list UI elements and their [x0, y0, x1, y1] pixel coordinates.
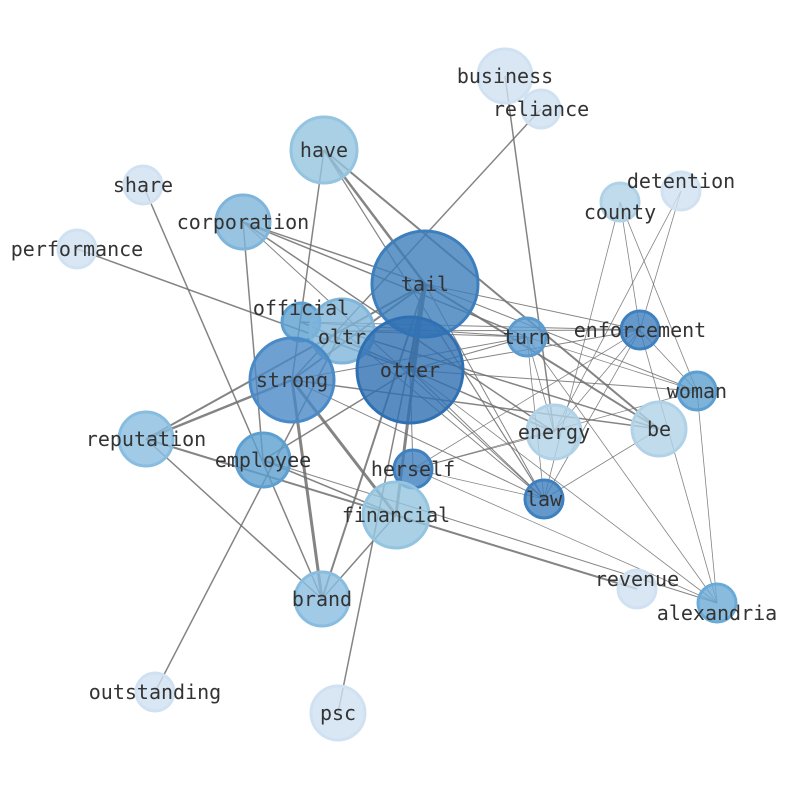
edge-county-woman — [619, 201, 698, 392]
node-energy[interactable] — [525, 403, 583, 461]
node-brand[interactable] — [293, 570, 351, 628]
edge-business-energy — [504, 75, 555, 433]
node-county[interactable] — [599, 181, 641, 223]
node-financial[interactable] — [361, 480, 431, 550]
node-psc[interactable] — [309, 684, 367, 742]
node-label-business: business — [457, 64, 553, 88]
edge-woman-alexandria — [696, 390, 718, 604]
edge-have-be — [323, 149, 660, 430]
node-have[interactable] — [289, 115, 359, 185]
node-label-performance: performance — [11, 237, 143, 261]
node-reputation[interactable] — [117, 410, 175, 468]
node-label-law: law — [526, 487, 563, 511]
node-label-financial: financial — [342, 503, 450, 527]
node-label-reputation: reputation — [86, 427, 206, 451]
edge-detention-energy — [553, 190, 682, 433]
node-label-share: share — [113, 173, 173, 197]
node-label-enforcement: enforcement — [574, 318, 706, 342]
node-label-energy: energy — [518, 420, 590, 444]
node-otter[interactable] — [355, 315, 465, 425]
edge-enforcement-alexandria — [639, 329, 718, 604]
node-label-county: county — [584, 200, 656, 224]
node-business[interactable] — [476, 47, 534, 105]
node-label-corporation: corporation — [177, 210, 309, 234]
node-label-turn: turn — [503, 325, 551, 349]
edge-herself-alexandria — [412, 468, 718, 604]
node-label-detention: detention — [627, 169, 735, 193]
node-label-herself: herself — [371, 457, 455, 481]
nodes-layer — [56, 47, 738, 742]
node-revenue[interactable] — [616, 568, 658, 610]
edge-reputation-brand — [145, 438, 323, 600]
edge-county-enforcement — [619, 201, 641, 331]
node-reliance[interactable] — [520, 88, 562, 130]
edge-detention-enforcement — [639, 190, 682, 331]
node-label-official: official — [253, 296, 349, 320]
node-turn[interactable] — [506, 316, 548, 358]
node-label-strong: strong — [256, 368, 328, 392]
node-outstanding[interactable] — [134, 671, 176, 713]
edge-strong-law — [291, 379, 545, 500]
node-law[interactable] — [523, 478, 565, 520]
edge-enforcement-herself — [412, 329, 641, 470]
node-label-tail: tail — [401, 272, 449, 296]
node-label-employee: employee — [215, 448, 311, 472]
node-employee[interactable] — [234, 431, 292, 489]
edge-strong-be — [291, 379, 660, 430]
edge-otter-alexandria — [409, 369, 718, 604]
node-label-otter: otter — [380, 358, 440, 382]
node-alexandria[interactable] — [696, 582, 738, 624]
edge-turn-alexandria — [526, 336, 718, 604]
node-label-reliance: reliance — [493, 97, 589, 121]
node-corporation[interactable] — [214, 193, 272, 251]
edge-herself-law — [412, 468, 545, 500]
node-share[interactable] — [122, 164, 164, 206]
node-enforcement[interactable] — [619, 309, 661, 351]
node-label-revenue: revenue — [595, 567, 679, 591]
node-detention[interactable] — [660, 170, 702, 212]
node-be[interactable] — [630, 400, 688, 458]
edge-enforcement-law — [543, 329, 641, 500]
node-label-woman: woman — [667, 379, 727, 403]
node-label-have: have — [300, 138, 348, 162]
node-label-psc: psc — [320, 701, 356, 725]
node-label-alexandria: alexandria — [657, 601, 777, 625]
node-label-be: be — [647, 417, 671, 441]
node-strong[interactable] — [248, 336, 336, 424]
edge-corporation-employee — [242, 221, 264, 461]
node-label-oltr: oltr — [318, 325, 366, 349]
node-performance[interactable] — [56, 228, 98, 270]
node-woman[interactable] — [676, 370, 718, 412]
edge-turn-woman — [526, 336, 698, 392]
node-label-outstanding: outstanding — [89, 680, 221, 704]
node-label-brand: brand — [292, 587, 352, 611]
